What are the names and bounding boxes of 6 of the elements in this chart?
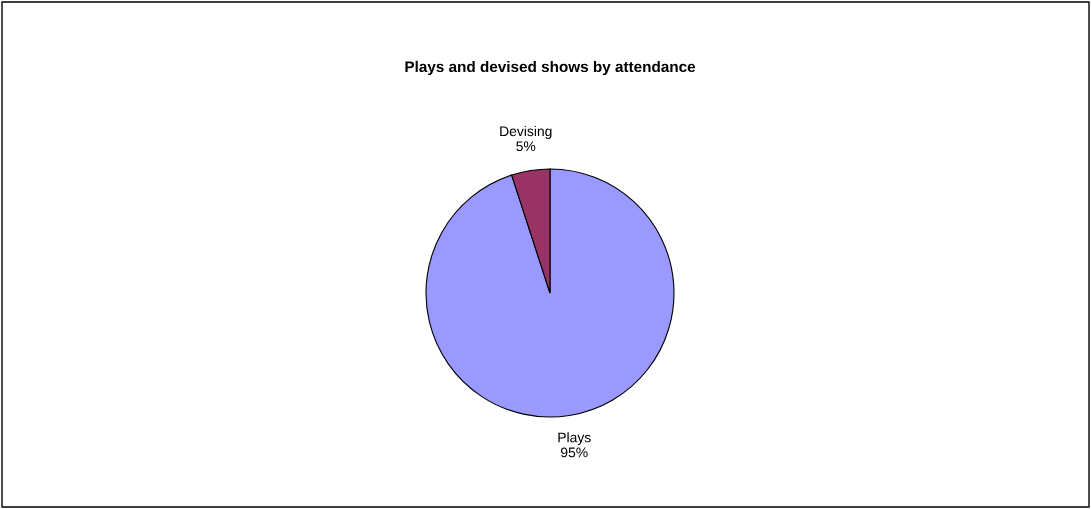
- chart-title: Plays and devised shows by attendance: [405, 60, 696, 76]
- pie-slice: [425, 168, 675, 418]
- data-label: 95%: [561, 447, 588, 458]
- slice-label: Devising: [500, 125, 552, 139]
- slice-label: Plays: [558, 432, 591, 446]
- data-label: 5%: [516, 141, 536, 152]
